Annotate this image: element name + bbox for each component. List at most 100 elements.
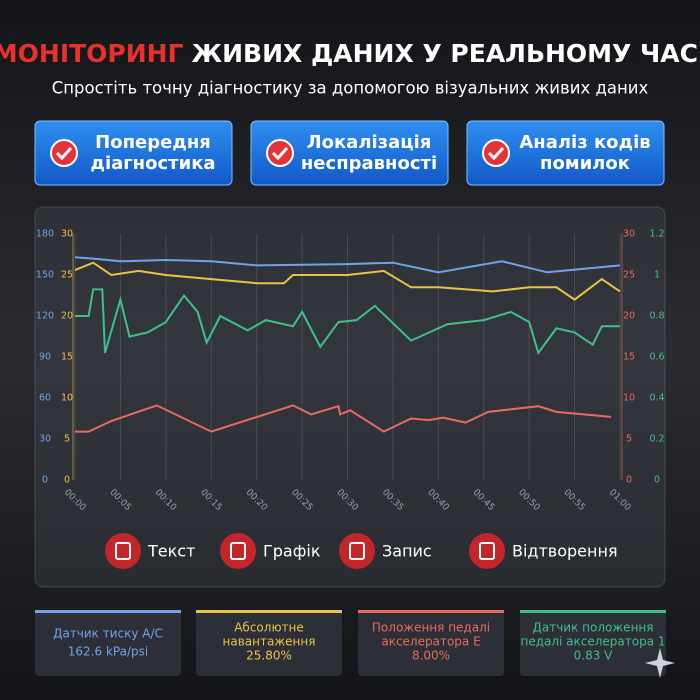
control-label: Графік bbox=[263, 542, 321, 561]
control-button[interactable]: Відтворення bbox=[469, 533, 618, 569]
sensor-card: Датчик тиску А/С 162.6 kPa/psi bbox=[35, 610, 181, 676]
control-button[interactable]: Графік bbox=[220, 533, 321, 569]
series-line bbox=[74, 261, 621, 301]
sensor-label: Датчик тиску А/С bbox=[53, 627, 163, 641]
control-icon bbox=[220, 533, 256, 569]
sensor-label: акселератора Е bbox=[381, 635, 480, 649]
sensor-bg bbox=[35, 610, 181, 676]
control-label: Запис bbox=[382, 542, 432, 561]
series-line bbox=[75, 404, 611, 433]
sensor-label: Абсолютне bbox=[234, 621, 304, 635]
check-mark bbox=[271, 146, 289, 161]
sensor-label: педалі акселератора 1 bbox=[520, 635, 665, 649]
y-tick-label: 20 bbox=[61, 311, 73, 322]
check-mark bbox=[487, 146, 505, 161]
y-tick-label: 150 bbox=[36, 270, 54, 281]
y-tick-label: 30 bbox=[61, 229, 73, 240]
subtitle: Спростіть точну діагностику за допомогою… bbox=[52, 79, 649, 98]
y-tick-label: 0.6 bbox=[649, 352, 664, 363]
sensor-value: 162.6 kPa/psi bbox=[68, 645, 148, 659]
control-button[interactable]: Запис bbox=[339, 533, 432, 569]
y-tick-label: 10 bbox=[623, 393, 635, 404]
feature-bg bbox=[466, 120, 665, 186]
control-button[interactable]: Текст bbox=[105, 533, 195, 569]
feature-label: несправності bbox=[301, 153, 437, 174]
control-glyph bbox=[479, 542, 495, 560]
y-tick-label: 0.2 bbox=[649, 434, 664, 445]
control-icon bbox=[339, 533, 375, 569]
feature-label: Локалізація bbox=[307, 132, 432, 153]
feature-label: Попередня bbox=[95, 132, 211, 153]
y-tick-label: 5 bbox=[64, 434, 70, 445]
y-tick-label: 120 bbox=[36, 311, 54, 322]
feature-bg bbox=[250, 120, 449, 186]
sparkle-icon bbox=[645, 648, 675, 678]
y-tick-label: 30 bbox=[623, 229, 635, 240]
y-tick-label: 0 bbox=[64, 475, 70, 486]
y-tick-label: 10 bbox=[61, 393, 73, 404]
sensor-bg bbox=[358, 610, 504, 676]
feature-bg bbox=[34, 120, 233, 186]
control-label: Відтворення bbox=[512, 542, 618, 561]
control-glyph bbox=[230, 542, 246, 560]
y-tick-label: 180 bbox=[36, 229, 54, 240]
sensor-label: Положення педалі bbox=[372, 621, 490, 635]
control-label: Текст bbox=[147, 542, 195, 561]
control-glyph bbox=[115, 542, 131, 560]
check-mark bbox=[55, 146, 73, 161]
control-icon bbox=[105, 533, 141, 569]
sensor-value: 8.00% bbox=[412, 649, 450, 663]
title-rest: ЖИВИХ ДАНИХ У РЕАЛЬНОМУ ЧАСІ bbox=[192, 39, 700, 68]
sensor-bg bbox=[196, 610, 342, 676]
sensor-accent bbox=[520, 610, 666, 613]
sensor-accent bbox=[35, 610, 181, 613]
y-tick-label: 60 bbox=[39, 393, 51, 404]
y-tick-label: 20 bbox=[623, 311, 635, 322]
y-tick-label: 0.8 bbox=[649, 311, 664, 322]
title-accent: МОНІТОРИНГ bbox=[0, 39, 184, 68]
y-tick-label: 0.4 bbox=[649, 393, 664, 404]
control-icon bbox=[469, 533, 505, 569]
y-tick-label: 90 bbox=[39, 352, 51, 363]
sensors: Датчик тиску А/С 162.6 kPa/psi Абсолютнена… bbox=[35, 610, 666, 676]
y-tick-label: 15 bbox=[623, 352, 635, 363]
sensor-value: 0.83 V bbox=[574, 649, 614, 663]
series-line bbox=[74, 256, 621, 274]
sensor-accent bbox=[358, 610, 504, 613]
y-tick-label: 25 bbox=[623, 270, 635, 281]
sensor-label: навантаження bbox=[223, 635, 316, 649]
sensor-accent bbox=[196, 610, 342, 613]
check-icon bbox=[482, 139, 510, 167]
feature-label: Аналіз кодів bbox=[519, 132, 650, 153]
feature-label: помилок bbox=[540, 153, 630, 174]
check-icon bbox=[266, 139, 294, 167]
y-tick-label: 0 bbox=[654, 475, 660, 486]
chart-panel bbox=[34, 206, 666, 588]
sensor-label: Датчик положення bbox=[533, 621, 654, 635]
y-tick-label: 0 bbox=[626, 475, 632, 486]
y-tick-label: 30 bbox=[39, 434, 51, 445]
y-tick-label: 5 bbox=[626, 434, 632, 445]
control-glyph bbox=[349, 542, 365, 560]
title: МОНІТОРИНГ ЖИВИХ ДАНИХ У РЕАЛЬНОМУ ЧАСІ bbox=[0, 39, 700, 68]
series-line bbox=[75, 288, 620, 356]
feature-label: діагностика bbox=[90, 153, 215, 174]
sensor-value: 25.80% bbox=[246, 649, 292, 663]
y-tick-label: 1 bbox=[654, 270, 660, 281]
y-tick-label: 1.2 bbox=[649, 229, 664, 240]
sensor-bg bbox=[520, 610, 666, 676]
y-tick-label: 0 bbox=[42, 475, 48, 486]
y-tick-label: 25 bbox=[61, 270, 73, 281]
y-tick-label: 15 bbox=[61, 352, 73, 363]
controls: Текст Графік Запис Відтворення bbox=[105, 533, 618, 569]
